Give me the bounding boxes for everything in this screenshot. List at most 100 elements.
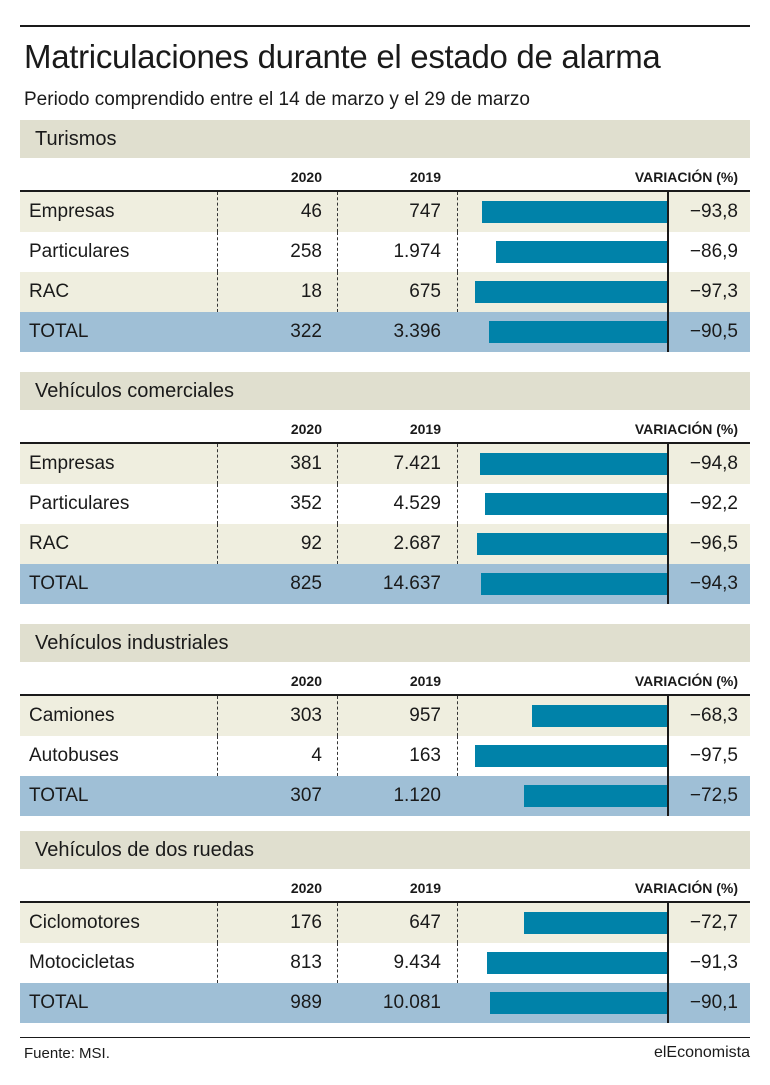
variation-bar [488, 321, 667, 343]
column-separator [457, 736, 458, 776]
top-rule [20, 25, 750, 27]
column-separator [337, 192, 338, 232]
variation-value: −86,9 [689, 241, 738, 262]
value-2019: 1.974 [393, 241, 441, 262]
column-header-2020: 2020 [290, 880, 322, 896]
column-header-2020: 2020 [290, 673, 322, 689]
column-header-2019: 2019 [409, 880, 441, 896]
variation-value: −93,8 [689, 201, 738, 222]
zero-axis-line [667, 736, 669, 776]
column-separator [337, 444, 338, 484]
column-separator [217, 736, 218, 776]
table-row: Empresas 381 7.421 −94,8 [20, 444, 750, 484]
total-row: TOTAL 989 10.081 −90,1 [20, 983, 750, 1023]
value-2020: 303 [290, 705, 322, 726]
table-row: Motocicletas 813 9.434 −91,3 [20, 943, 750, 983]
value-2020: 258 [290, 241, 322, 262]
row-label: Empresas [29, 201, 115, 222]
value-2019: 957 [409, 705, 441, 726]
column-separator [217, 696, 218, 736]
column-separator [217, 192, 218, 232]
column-header-2020: 2020 [290, 421, 322, 437]
zero-axis-line [667, 484, 669, 524]
section-2: Vehículos industriales 2020 2019 VARIACIÓN … [20, 624, 750, 816]
column-separator [457, 524, 458, 564]
column-header-2020: 2020 [290, 169, 322, 185]
zero-axis-line [667, 524, 669, 564]
row-label: TOTAL [29, 321, 89, 342]
variation-value: −94,8 [689, 453, 738, 474]
variation-value: −97,3 [689, 281, 738, 302]
row-label: RAC [29, 533, 70, 554]
value-2019: 647 [409, 912, 441, 933]
column-separator [337, 484, 338, 524]
value-2019: 675 [409, 281, 441, 302]
zero-axis-line [667, 983, 669, 1023]
zero-axis-line [667, 192, 669, 232]
value-2020: 989 [290, 992, 322, 1013]
variation-bar [489, 992, 667, 1014]
variation-value: −72,7 [689, 912, 738, 933]
value-2020: 46 [300, 201, 322, 222]
section-title: Vehículos industriales [20, 624, 750, 662]
column-separator [337, 272, 338, 312]
variation-bar [482, 201, 667, 223]
value-2020: 352 [290, 493, 322, 514]
row-label: TOTAL [29, 573, 89, 594]
table-row: Particulares 352 4.529 −92,2 [20, 484, 750, 524]
table-row: Autobuses 4 163 −97,5 [20, 736, 750, 776]
value-2019: 7.421 [393, 453, 441, 474]
variation-value: −90,1 [689, 992, 738, 1013]
row-label: RAC [29, 281, 70, 302]
column-header-2019: 2019 [409, 421, 441, 437]
variation-bar [480, 453, 667, 475]
zero-axis-line [667, 696, 669, 736]
section-title: Vehículos comerciales [20, 372, 750, 410]
value-2020: 813 [290, 952, 322, 973]
value-2020: 322 [290, 321, 322, 342]
variation-value: −91,3 [689, 952, 738, 973]
zero-axis-line [667, 903, 669, 943]
variation-value: −97,5 [689, 745, 738, 766]
variation-value: −96,5 [689, 533, 738, 554]
column-separator [457, 943, 458, 983]
column-separator [337, 943, 338, 983]
zero-axis-line [667, 312, 669, 352]
row-label: Empresas [29, 453, 115, 474]
table-row: Particulares 258 1.974 −86,9 [20, 232, 750, 272]
zero-axis-line [667, 272, 669, 312]
zero-axis-line [667, 564, 669, 604]
row-label: Camiones [29, 705, 115, 726]
column-separator [217, 943, 218, 983]
section-3: Vehículos de dos ruedas 2020 2019 VARIACIÓN… [20, 831, 750, 1023]
row-label: Particulares [29, 241, 130, 262]
section-title: Vehículos de dos ruedas [20, 831, 750, 869]
column-separator [337, 903, 338, 943]
value-2019: 4.529 [393, 493, 441, 514]
table-row: Empresas 46 747 −93,8 [20, 192, 750, 232]
row-label: Particulares [29, 493, 130, 514]
column-separator [457, 192, 458, 232]
column-separator [337, 524, 338, 564]
column-separator [217, 444, 218, 484]
column-headers: 2020 2019 VARIACIÓN (%) [20, 410, 750, 444]
chart-subtitle: Periodo comprendido entre el 14 de marzo… [24, 89, 530, 110]
row-label: Autobuses [29, 745, 119, 766]
zero-axis-line [667, 943, 669, 983]
column-headers: 2020 2019 VARIACIÓN (%) [20, 158, 750, 192]
variation-bar [524, 785, 667, 807]
column-separator [457, 444, 458, 484]
column-header-variation: VARIACIÓN (%) [634, 880, 738, 896]
value-2020: 307 [290, 785, 322, 806]
section-1: Vehículos comerciales 2020 2019 VARIACIÓN (… [20, 372, 750, 604]
zero-axis-line [667, 776, 669, 816]
value-2020: 4 [311, 745, 322, 766]
table-row: RAC 18 675 −97,3 [20, 272, 750, 312]
column-separator [337, 736, 338, 776]
variation-value: −90,5 [689, 321, 738, 342]
total-row: TOTAL 322 3.396 −90,5 [20, 312, 750, 352]
variation-bar [485, 493, 667, 515]
value-2020: 176 [290, 912, 322, 933]
column-header-variation: VARIACIÓN (%) [634, 673, 738, 689]
table-row: Ciclomotores 176 647 −72,7 [20, 903, 750, 943]
